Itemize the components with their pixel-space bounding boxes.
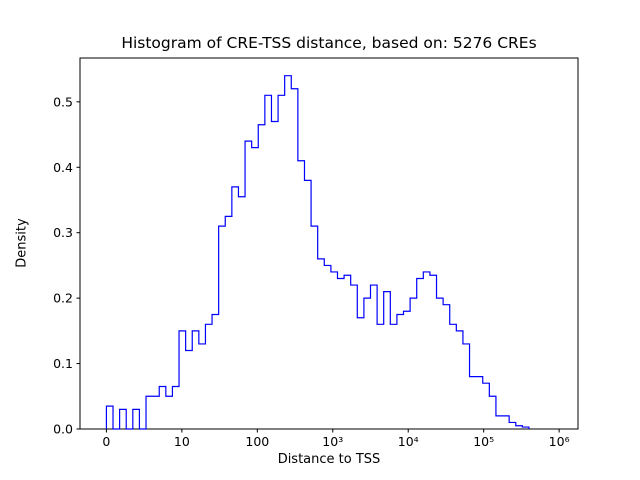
y-tick-label: 0.1 [53,356,73,371]
y-tick-label: 0.4 [53,160,73,175]
x-axis-label: Distance to TSS [277,452,381,467]
y-tick-label: 0.0 [53,422,73,437]
axes-frame [79,57,579,430]
x-tick-label: 10⁴ [398,434,419,449]
histogram-step-line [105,75,530,430]
x-tick-label: 10⁶ [549,434,570,449]
x-tick-label: 10⁵ [473,434,494,449]
x-tick-label: 0 [102,434,110,449]
y-tick-label: 0.3 [53,225,73,240]
x-tick-label: 10³ [322,434,343,449]
x-tick-label: 100 [245,434,269,449]
y-tick-label: 0.5 [53,94,73,109]
chart-title: Histogram of CRE-TSS distance, based on:… [121,34,537,52]
x-tick-label: 10 [174,434,190,449]
y-tick-label: 0.2 [53,291,73,306]
